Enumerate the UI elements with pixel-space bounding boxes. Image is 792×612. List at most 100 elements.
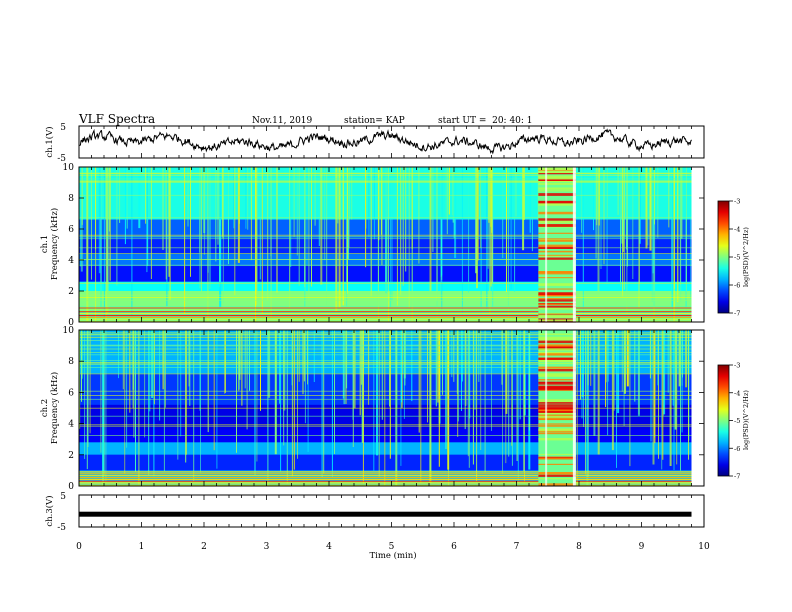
sferic-streak	[148, 330, 150, 475]
sferic-streak	[80, 167, 82, 267]
narrowband-line	[79, 282, 692, 284]
sferic-streak	[623, 167, 625, 290]
sferic-streak	[418, 330, 420, 433]
narrowband-line	[79, 348, 692, 350]
sferic-streak	[293, 167, 295, 237]
burst-band	[538, 313, 576, 315]
sferic-streak	[352, 330, 354, 420]
burst-band	[538, 379, 576, 381]
burst-band	[538, 202, 576, 205]
sferic-streak	[289, 167, 291, 308]
burst-band	[538, 305, 576, 308]
sferic-streak	[361, 330, 364, 443]
sferic-streak	[489, 167, 491, 314]
sferic-streak	[605, 330, 607, 407]
ch1-waveform-ylabel: ch.1(V)	[44, 126, 55, 157]
low-frequency-line	[79, 480, 692, 482]
sferic-streak	[219, 167, 222, 309]
ch2-spectrogram-ylabel-channel: ch.2	[40, 399, 50, 417]
narrowband-line	[79, 194, 692, 196]
sferic-streak	[671, 167, 672, 313]
burst-band	[538, 246, 576, 249]
sferic-streak	[98, 167, 101, 274]
ch2-spectrogram-panel: 0 2 4 6 8 10 ch.2 Frequency (kHz) -3 -4 -5 -6 -7 …	[40, 326, 750, 492]
burst-band	[538, 288, 576, 290]
sferic-streak	[484, 330, 486, 473]
sferic-streak	[368, 167, 370, 237]
sferic-streak	[389, 330, 391, 407]
sferic-streak	[297, 330, 298, 459]
burst-band	[538, 409, 576, 412]
ch3-waveform-panel: 5 -5 ch.3(V)	[44, 492, 705, 533]
sferic-streak	[668, 167, 670, 228]
low-frequency-line	[79, 484, 692, 486]
ch1-waveform-trace	[78, 128, 692, 155]
sferic-streak	[476, 330, 478, 482]
sferic-streak	[420, 330, 422, 483]
sferic-streak	[465, 330, 467, 406]
sferic-streak	[607, 330, 609, 436]
sferic-streak	[207, 330, 209, 433]
sferic-streak	[116, 167, 118, 286]
sferic-streak	[688, 330, 689, 460]
x-tick-label: 0	[76, 542, 82, 552]
sferic-streak	[461, 167, 463, 315]
sferic-streak	[582, 167, 584, 316]
sferic-streak	[598, 167, 600, 226]
ch2-spectrogram-ytick-labels: 0 2 4 6 8 10	[63, 326, 75, 492]
sferic-streak	[429, 330, 432, 483]
burst-band	[538, 463, 576, 465]
ch1-colorbar-label: log(PSD)(V^2/Hz)	[742, 227, 750, 287]
low-frequency-line	[79, 471, 692, 473]
sferic-streak	[276, 167, 278, 293]
burst-band	[538, 319, 576, 322]
sferic-streak	[86, 167, 89, 321]
x-tick-label: 2	[201, 542, 207, 552]
sferic-streak	[611, 330, 614, 451]
sferic-streak	[222, 167, 224, 239]
sferic-streak	[224, 330, 226, 393]
figure-title: VLF Spectra	[78, 112, 155, 126]
ch2-colorbar-label: log(PSD)(V^2/Hz)	[742, 390, 750, 450]
sferic-streak	[213, 330, 215, 451]
burst-band	[538, 348, 576, 351]
sferic-streak	[632, 167, 634, 279]
low-frequency-line	[79, 318, 692, 320]
burst-band	[538, 170, 576, 174]
sferic-streak	[405, 167, 407, 272]
ch1-ytick-bottom: -5	[57, 154, 66, 164]
sferic-streak	[638, 330, 640, 415]
ch1-spectrogram-panel: 0 2 4 6 8 10 ch.1 Frequency (kHz) -3 -4 -5 -6 -7 …	[40, 163, 750, 328]
sferic-streak	[387, 167, 389, 292]
sferic-streak	[298, 330, 300, 382]
narrowband-line	[79, 332, 692, 334]
narrowband-line	[79, 425, 692, 427]
sferic-streak	[203, 167, 205, 255]
sferic-streak	[653, 167, 656, 322]
low-frequency-line	[79, 477, 692, 479]
burst-band	[538, 353, 576, 356]
sferic-streak	[620, 167, 621, 287]
sferic-streak	[373, 167, 375, 240]
sferic-streak	[400, 167, 402, 295]
y-tick-label: 8	[68, 357, 74, 367]
sferic-streak	[606, 167, 608, 287]
sferic-streak	[438, 330, 440, 467]
sferic-streak	[391, 167, 393, 301]
sferic-streak	[122, 330, 124, 390]
sferic-streak	[100, 167, 102, 316]
narrowband-line	[79, 253, 692, 254]
sferic-streak	[146, 167, 148, 266]
sferic-streak	[126, 167, 128, 229]
narrowband-line	[79, 181, 692, 182]
burst-band	[538, 336, 576, 338]
narrowband-line	[79, 367, 692, 368]
sferic-streak	[304, 167, 306, 315]
burst-band	[538, 277, 576, 279]
burst-band	[538, 292, 576, 296]
sferic-streak	[255, 167, 256, 322]
narrowband-line	[79, 173, 692, 174]
sferic-streak	[661, 330, 663, 470]
sferic-streak	[348, 167, 350, 260]
sferic-streak	[404, 330, 406, 386]
